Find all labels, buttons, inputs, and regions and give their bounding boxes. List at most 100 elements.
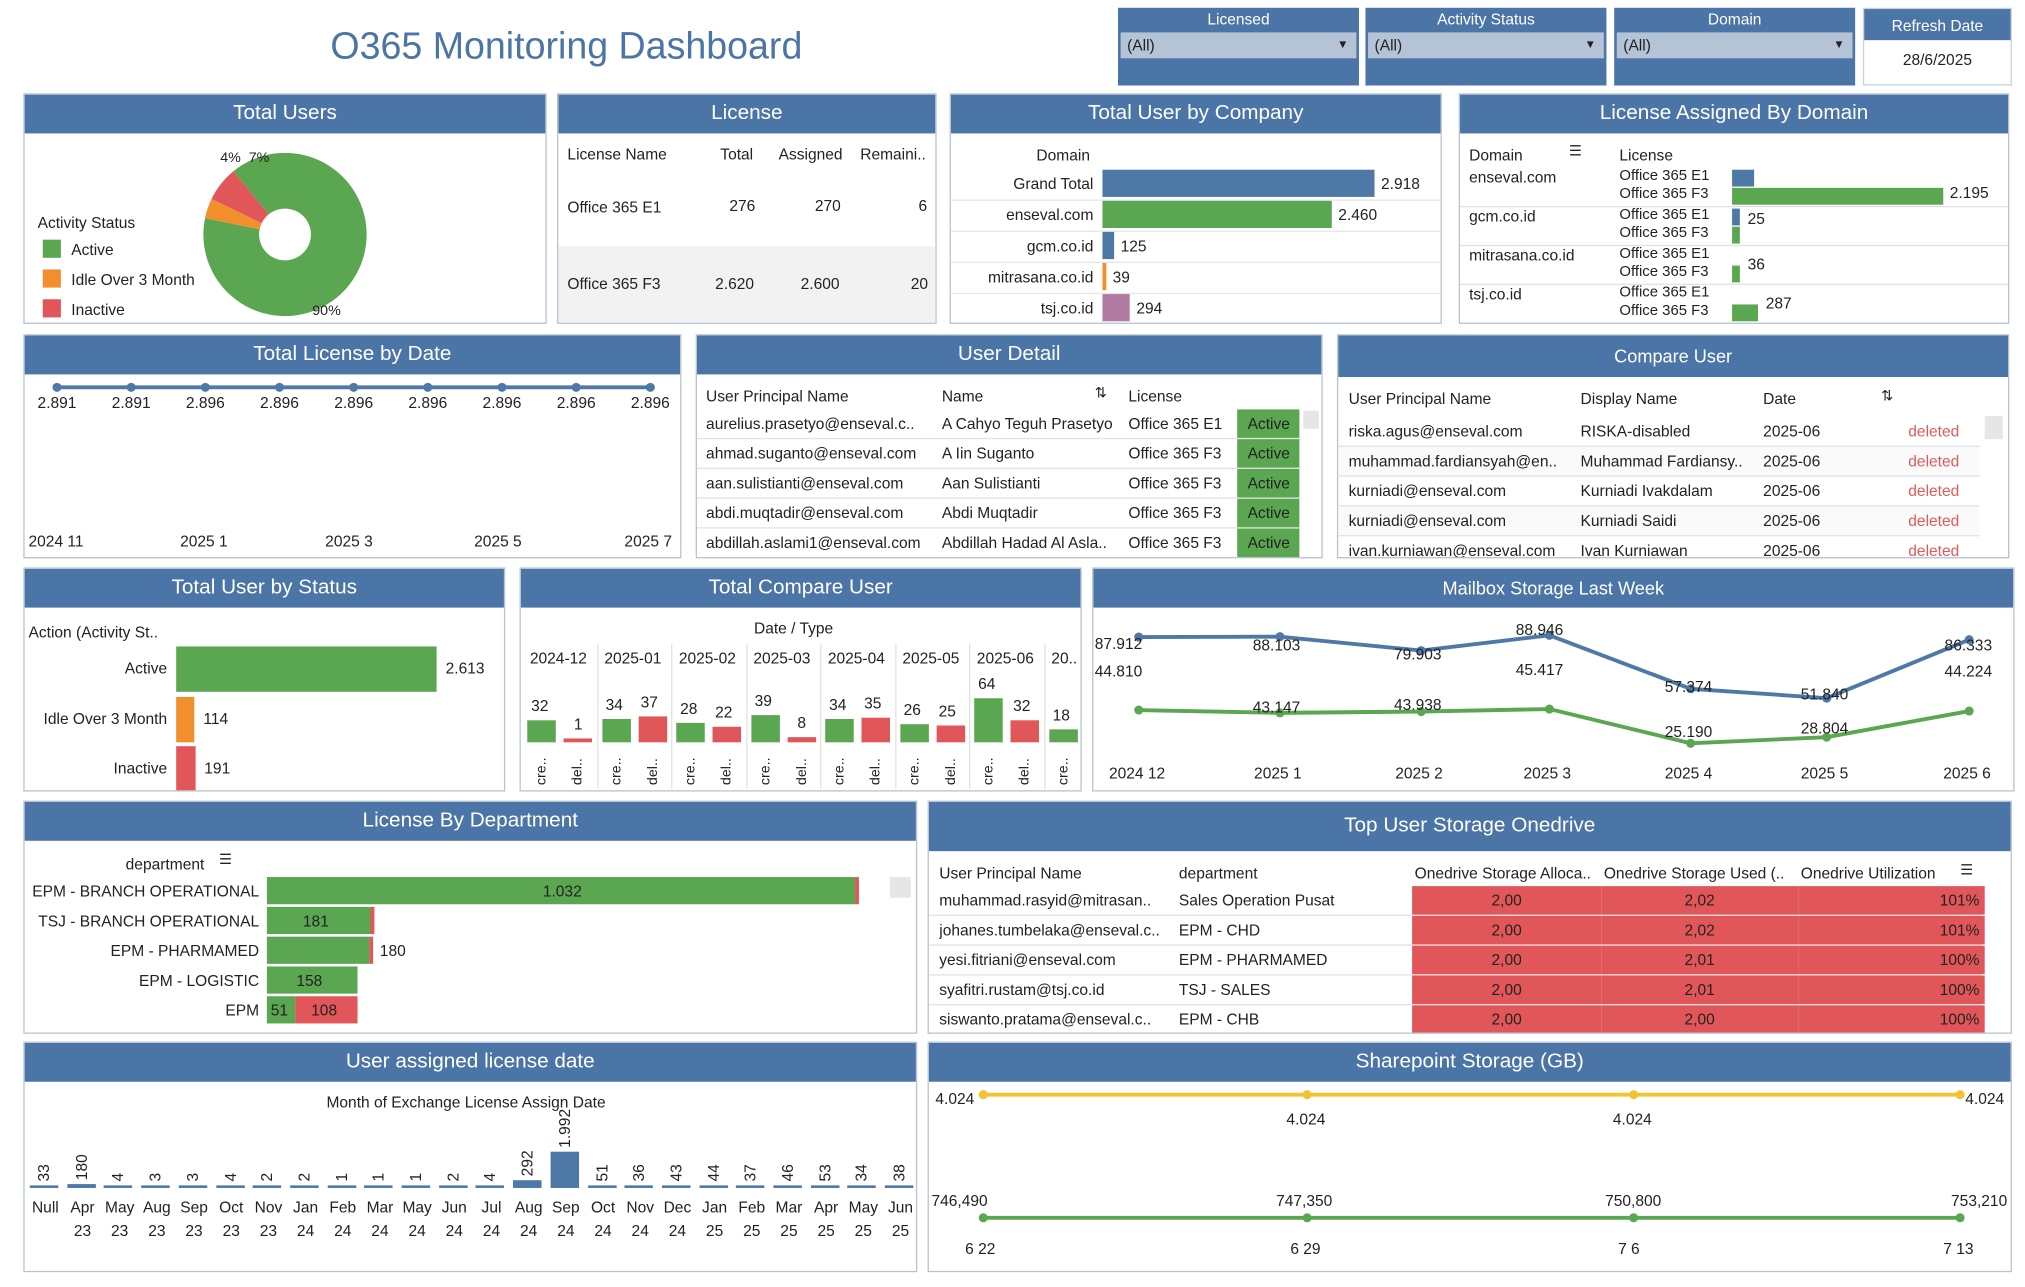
table-row[interactable]: aurelius.prasetyo@enseval.c.. A Cahyo Teg… bbox=[696, 409, 1301, 440]
bar[interactable] bbox=[141, 1185, 170, 1188]
data-point[interactable] bbox=[1275, 708, 1285, 718]
status-bar[interactable] bbox=[176, 746, 196, 791]
bar[interactable] bbox=[215, 1185, 245, 1188]
filter-licensed-select[interactable]: (All) ▼ bbox=[1120, 32, 1357, 59]
bar[interactable] bbox=[66, 1184, 96, 1188]
sort-icon[interactable]: ⇅ bbox=[1094, 386, 1107, 402]
data-point[interactable] bbox=[1964, 706, 1974, 716]
data-point[interactable] bbox=[126, 382, 136, 392]
sort-icon[interactable]: ☰ bbox=[1568, 143, 1582, 160]
table-row[interactable]: abdillah.aslami1@enseval.com Abdillah Had… bbox=[696, 528, 1301, 558]
bar[interactable] bbox=[699, 1185, 728, 1188]
bar-f3[interactable] bbox=[1732, 304, 1758, 322]
table-row[interactable]: siswanto.pratama@enseval.c.. EPM - CHB 2,0… bbox=[929, 1005, 1985, 1033]
bar-create[interactable] bbox=[899, 724, 929, 743]
bar[interactable] bbox=[624, 1185, 654, 1188]
bar-e1[interactable] bbox=[1732, 208, 1740, 226]
bar-delete[interactable] bbox=[1010, 720, 1039, 743]
bar-create[interactable] bbox=[825, 718, 854, 743]
data-point[interactable] bbox=[1416, 646, 1426, 656]
table-row[interactable]: aan.sulistianti@enseval.com Aan Sulistian… bbox=[696, 468, 1301, 499]
filter-domain[interactable]: Domain (All) ▼ bbox=[1614, 7, 1856, 86]
table-row[interactable]: johanes.tumbelaka@enseval.c.. EPM - CHD 2,… bbox=[928, 915, 1985, 946]
bar[interactable] bbox=[773, 1185, 802, 1188]
data-point[interactable] bbox=[349, 382, 359, 392]
bar[interactable] bbox=[252, 1185, 282, 1188]
data-point[interactable] bbox=[1134, 632, 1144, 642]
table-row[interactable]: yesi.fitriani@enseval.com EPM - PHARMAMED… bbox=[928, 945, 1985, 976]
bar[interactable] bbox=[847, 1185, 877, 1188]
data-point[interactable] bbox=[571, 382, 581, 392]
filter-domain-select[interactable]: (All) ▼ bbox=[1616, 32, 1853, 59]
bar[interactable] bbox=[475, 1185, 505, 1188]
bar-f3[interactable] bbox=[1732, 265, 1740, 283]
bar-f3[interactable] bbox=[1732, 226, 1740, 244]
data-point[interactable] bbox=[274, 382, 285, 392]
bar-delete[interactable] bbox=[712, 727, 742, 743]
status-bar[interactable] bbox=[176, 646, 437, 692]
company-bar[interactable] bbox=[1102, 262, 1107, 291]
sort-icon[interactable]: ☰ bbox=[218, 852, 232, 868]
bar[interactable] bbox=[550, 1151, 579, 1188]
filter-licensed[interactable]: Licensed (All) ▼ bbox=[1118, 7, 1359, 86]
data-point[interactable] bbox=[1822, 732, 1832, 742]
filter-activity-select[interactable]: (All) ▼ bbox=[1368, 32, 1604, 59]
table-row[interactable]: muhammad.fardiansyah@en.. Muhammad Fardia… bbox=[1338, 446, 1980, 477]
table-row[interactable]: syafitri.rustam@tsj.co.id TSJ - SALES 2,00… bbox=[928, 975, 1985, 1006]
table-row[interactable]: ivan.kurniawan@enseval.com Ivan Kurniawan… bbox=[1338, 536, 1979, 558]
company-bar[interactable] bbox=[1102, 294, 1130, 322]
bar-green[interactable] bbox=[266, 877, 856, 905]
table-row[interactable]: ahmad.suganto@enseval.com A Iin Suganto Of… bbox=[696, 439, 1301, 469]
data-point[interactable] bbox=[1302, 1090, 1312, 1100]
table-row[interactable]: kurniadi@enseval.com Kurniadi Saidi 2025-0… bbox=[1338, 506, 1980, 537]
bar-green[interactable] bbox=[266, 966, 357, 994]
bar-create[interactable] bbox=[527, 720, 556, 743]
company-bar[interactable] bbox=[1102, 169, 1375, 197]
data-point[interactable] bbox=[1955, 1213, 1965, 1223]
status-bar[interactable] bbox=[176, 696, 195, 743]
data-point[interactable] bbox=[1629, 1213, 1639, 1223]
data-point[interactable] bbox=[1302, 1213, 1312, 1223]
scrollbar[interactable] bbox=[1303, 410, 1319, 429]
data-point[interactable] bbox=[645, 382, 655, 392]
data-point[interactable] bbox=[1134, 705, 1144, 715]
bar-red[interactable] bbox=[369, 936, 374, 964]
filter-activity-status[interactable]: Activity Status (All) ▼ bbox=[1365, 7, 1607, 86]
bar-create[interactable] bbox=[750, 715, 780, 743]
bar[interactable] bbox=[810, 1185, 840, 1188]
bar[interactable] bbox=[178, 1185, 208, 1188]
bar-create[interactable] bbox=[1048, 729, 1078, 743]
bar-delete[interactable] bbox=[861, 718, 891, 743]
data-point[interactable] bbox=[1686, 738, 1696, 748]
bar[interactable] bbox=[438, 1185, 468, 1188]
bar-f3[interactable] bbox=[1732, 187, 1944, 205]
data-point[interactable] bbox=[1955, 1090, 1965, 1100]
bar[interactable] bbox=[104, 1185, 133, 1188]
bar-create[interactable] bbox=[676, 723, 705, 743]
data-point[interactable] bbox=[978, 1213, 988, 1223]
scrollbar[interactable] bbox=[890, 877, 911, 898]
bar-green[interactable] bbox=[266, 936, 370, 964]
table-row[interactable]: kurniadi@enseval.com Kurniadi Ivakdalam 20… bbox=[1338, 477, 1980, 507]
table-row[interactable]: abdi.muqtadir@enseval.com Abdi Muqtadir Of… bbox=[696, 498, 1301, 529]
bar-green[interactable] bbox=[266, 906, 371, 935]
bar-red[interactable] bbox=[295, 996, 358, 1024]
data-point[interactable] bbox=[497, 382, 507, 392]
bar-delete[interactable] bbox=[563, 738, 593, 743]
data-point[interactable] bbox=[423, 382, 433, 392]
bar[interactable] bbox=[884, 1185, 914, 1188]
bar[interactable] bbox=[661, 1185, 691, 1188]
bar[interactable] bbox=[364, 1185, 393, 1188]
bar-delete[interactable] bbox=[638, 716, 667, 743]
bar-red[interactable] bbox=[370, 906, 374, 935]
bar-green[interactable] bbox=[266, 996, 296, 1024]
data-point[interactable] bbox=[1629, 1090, 1639, 1100]
data-point[interactable] bbox=[1964, 635, 1974, 645]
sort-icon[interactable]: ⇅ bbox=[1881, 388, 1894, 405]
table-row[interactable]: muhammad.rasyid@mitrasan.. Sales Operatio… bbox=[928, 886, 1985, 916]
bar[interactable] bbox=[513, 1180, 542, 1188]
bar[interactable] bbox=[29, 1185, 59, 1188]
bar[interactable] bbox=[290, 1185, 319, 1188]
company-bar[interactable] bbox=[1102, 200, 1332, 229]
table-row[interactable]: riska.agus@enseval.com RISKA-disabled 2025… bbox=[1338, 417, 1980, 447]
